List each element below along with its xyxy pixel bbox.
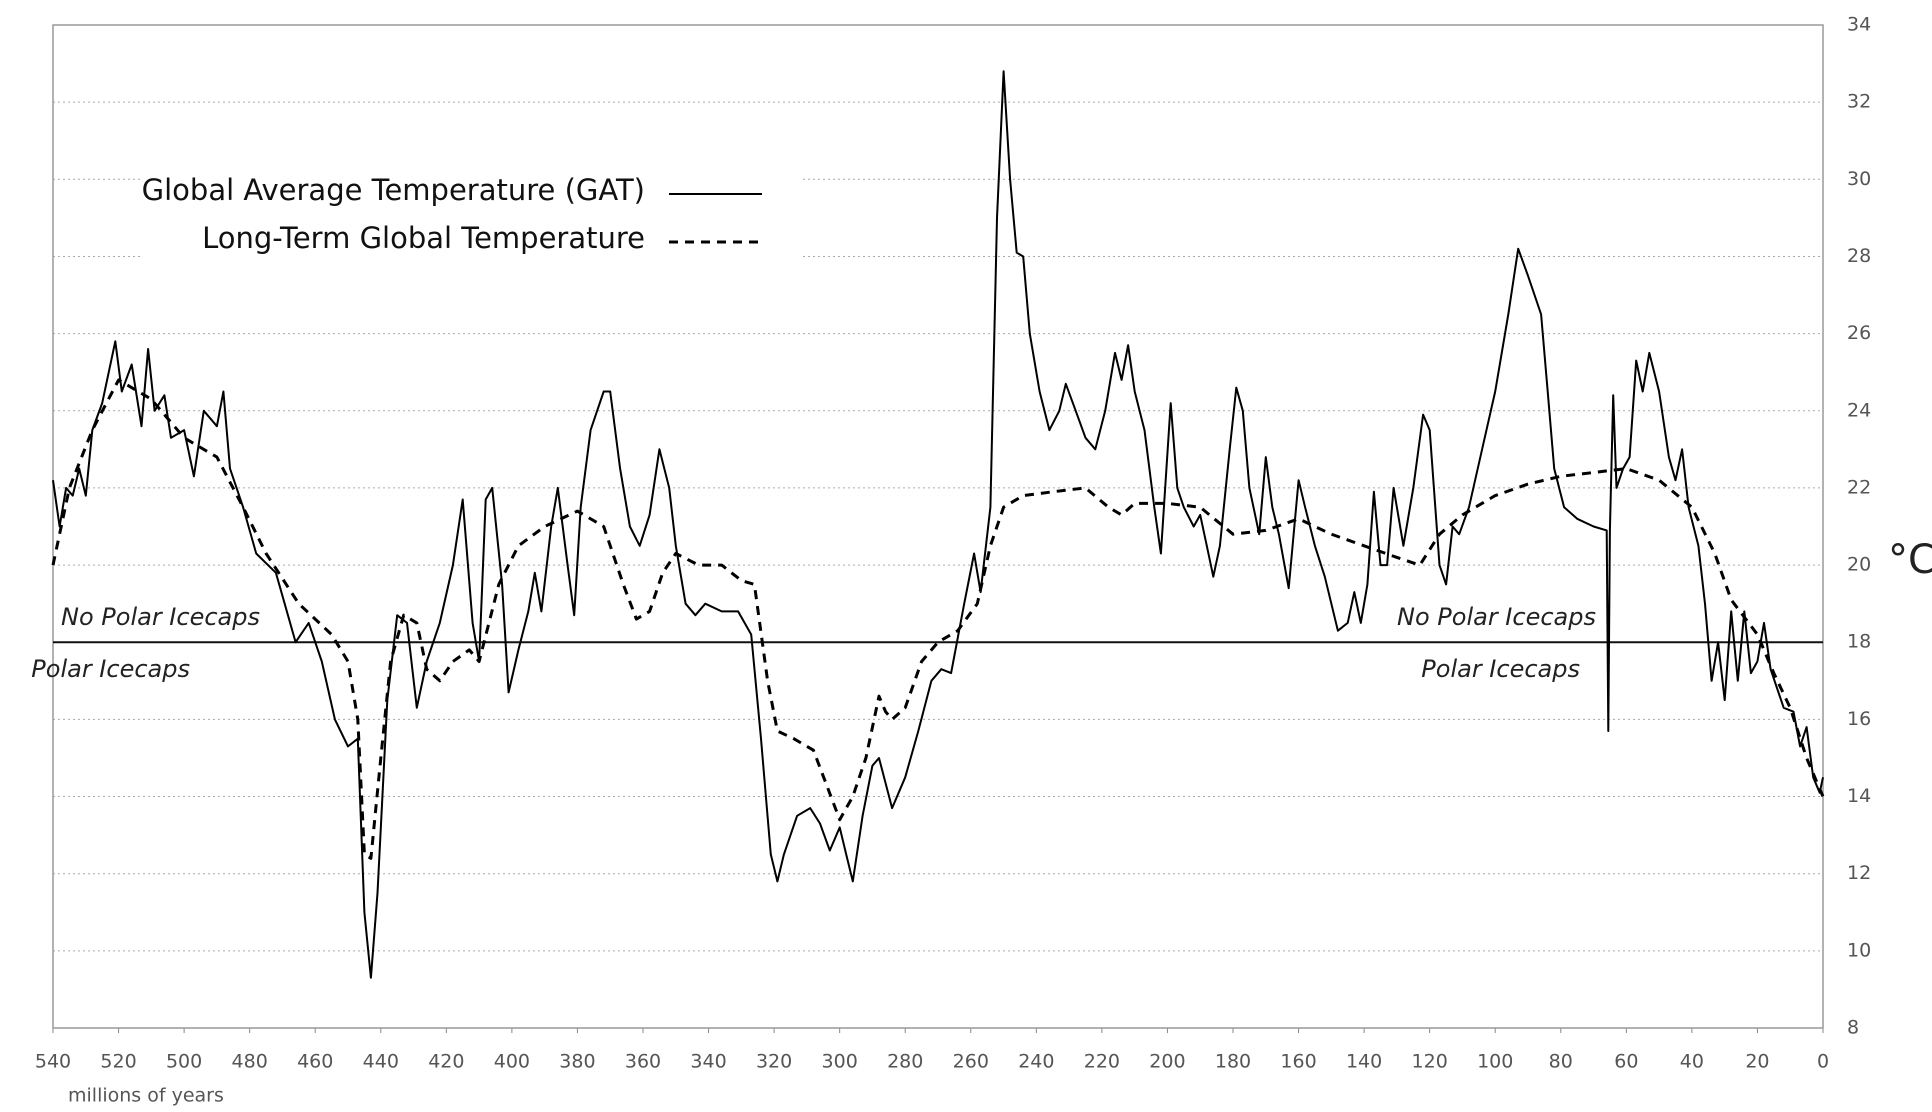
y-axis-label: °C [1888, 537, 1932, 583]
x-tick-label: 400 [494, 1051, 530, 1073]
data-line [51, 378, 1825, 860]
y-tick-label: 12 [1847, 862, 1871, 884]
x-tick-label: 200 [1149, 1051, 1185, 1073]
x-tick-label: 300 [822, 1051, 858, 1073]
x-tick-label: 120 [1412, 1051, 1448, 1073]
x-tick-label: 500 [166, 1051, 202, 1073]
x-tick-label: 80 [1549, 1051, 1573, 1073]
annotation: No Polar Icecaps [61, 603, 260, 631]
data-line [52, 70, 1824, 979]
legend-label: Long-Term Global Temperature [202, 221, 645, 255]
y-tick-label: 10 [1847, 939, 1871, 961]
annotation: Polar Icecaps [31, 655, 190, 683]
x-tick-label: 60 [1614, 1051, 1638, 1073]
y-tick-label: 20 [1847, 554, 1871, 576]
y-tick-label: 18 [1847, 631, 1871, 653]
x-tick-label: 420 [428, 1051, 464, 1073]
y-tick-label: 14 [1847, 785, 1871, 807]
x-tick-label: 220 [1084, 1051, 1120, 1073]
x-tick-label: 280 [887, 1051, 923, 1073]
x-tick-label: 520 [100, 1051, 136, 1073]
x-tick-label: 480 [232, 1051, 268, 1073]
plot-frame [52, 24, 1824, 1029]
y-tick-label: 16 [1847, 708, 1871, 730]
x-tick-label: 40 [1680, 1051, 1704, 1073]
x-tick-label: 340 [690, 1051, 726, 1073]
legend-box [140, 160, 800, 270]
x-tick-label: 0 [1817, 1051, 1829, 1073]
y-tick-label: 28 [1847, 245, 1871, 267]
x-tick-label: 360 [625, 1051, 661, 1073]
x-tick-label: 540 [35, 1051, 71, 1073]
y-tick-label: 8 [1847, 1017, 1859, 1039]
x-tick-label: 460 [297, 1051, 333, 1073]
legend-label: Global Average Temperature (GAT) [142, 173, 645, 207]
x-tick-label: 100 [1477, 1051, 1513, 1073]
y-tick-label: 30 [1847, 168, 1871, 190]
x-axis-label: millions of years [68, 1085, 224, 1107]
x-tick-label: 380 [559, 1051, 595, 1073]
y-tick-label: 24 [1847, 399, 1871, 421]
x-tick-label: 260 [953, 1051, 989, 1073]
y-tick-label: 32 [1847, 91, 1871, 113]
x-tick-label: 320 [756, 1051, 792, 1073]
x-tick-label: 240 [1018, 1051, 1054, 1073]
annotation: Polar Icecaps [1421, 655, 1580, 683]
y-tick-label: 22 [1847, 476, 1871, 498]
x-tick-label: 160 [1280, 1051, 1316, 1073]
x-tick-label: 180 [1215, 1051, 1251, 1073]
y-tick-label: 26 [1847, 322, 1871, 344]
annotation: No Polar Icecaps [1397, 603, 1596, 631]
x-tick-label: 440 [363, 1051, 399, 1073]
x-tick-label: 20 [1745, 1051, 1769, 1073]
y-tick-label: 34 [1847, 14, 1871, 36]
x-tick-label: 140 [1346, 1051, 1382, 1073]
